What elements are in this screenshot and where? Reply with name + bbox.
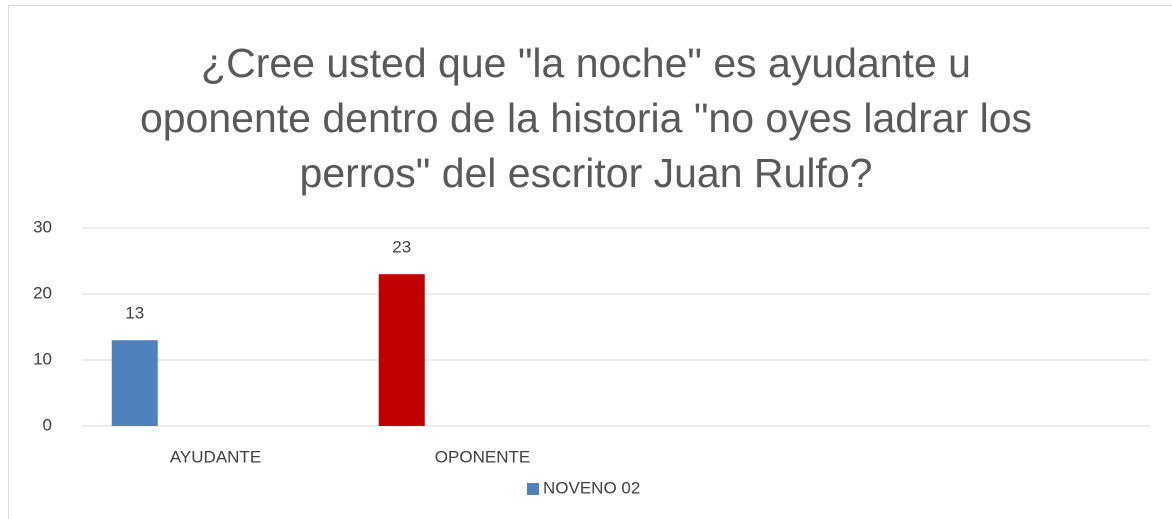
chart-title: ¿Cree usted que "la noche" es ayudante u…: [139, 40, 1033, 196]
y-tick-label: 20: [33, 283, 52, 302]
x-tick-label: OPONENTE: [435, 447, 530, 466]
data-label: 13: [125, 304, 144, 323]
y-tick-label: 30: [33, 217, 52, 236]
bar: [378, 274, 425, 426]
bar: [111, 340, 158, 426]
x-tick-label: AYUDANTE: [170, 447, 261, 466]
data-label: 23: [392, 238, 411, 257]
chart-border: [8, 5, 1172, 519]
y-tick-label: 0: [43, 415, 52, 434]
legend-swatch: [527, 483, 539, 495]
legend-label: NOVENO 02: [543, 478, 640, 497]
y-tick-label: 10: [33, 349, 52, 368]
